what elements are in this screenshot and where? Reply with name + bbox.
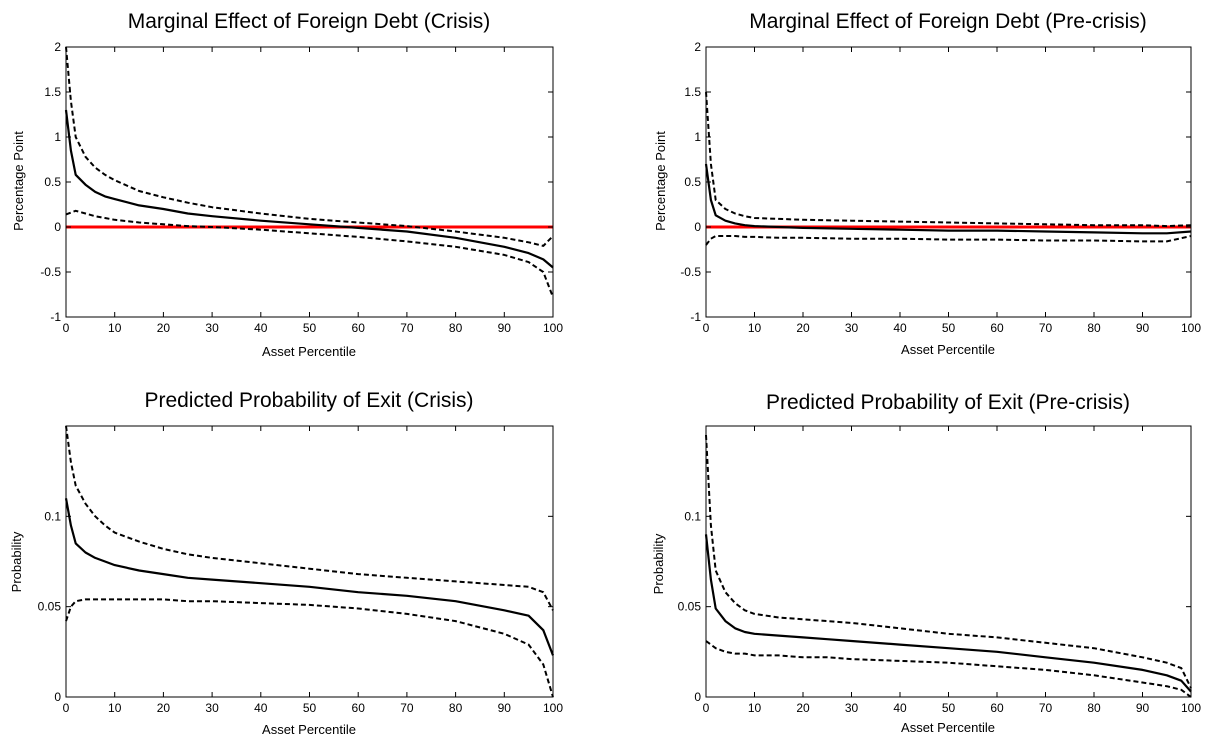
x-tick-label: 10 (108, 701, 122, 715)
x-tick-label: 40 (893, 701, 907, 715)
estimate-line (64, 498, 555, 656)
x-tick-label: 40 (893, 321, 907, 335)
plot-frame (65, 425, 554, 698)
y-axis-label: Probability (9, 531, 24, 592)
x-tick-label: 20 (157, 701, 171, 715)
lower-bound-line (705, 640, 1192, 698)
x-axis-label: Asset Percentile (901, 342, 995, 357)
lower-bound-line (705, 235, 1192, 246)
upper-bound-line (705, 91, 1192, 228)
lower-bound-line (65, 209, 554, 298)
y-tick-label: 0.1 (684, 509, 701, 523)
y-tick-label: 0.5 (44, 175, 61, 189)
y-tick-label: 0 (694, 690, 701, 704)
x-tick-label: 0 (63, 321, 70, 335)
estimate-line (704, 163, 1192, 235)
chart-title: Marginal Effect of Foreign Debt (Pre-cri… (749, 10, 1147, 33)
x-tick-label: 30 (205, 701, 219, 715)
chart-exit-probability-pre-crisis: Predicted Probability of Exit (Pre-crisi… (651, 391, 1201, 735)
plot-frame (705, 46, 1192, 318)
x-tick-label: 0 (63, 701, 70, 715)
y-axis-label: Percentage Point (653, 131, 668, 231)
x-tick-label: 60 (352, 701, 366, 715)
x-tick-label: 0 (703, 701, 710, 715)
x-tick-label: 100 (1181, 701, 1201, 715)
x-tick-label: 10 (748, 701, 762, 715)
x-tick-label: 90 (498, 321, 512, 335)
x-tick-label: 90 (498, 701, 512, 715)
x-tick-label: 0 (703, 321, 710, 335)
y-tick-label: 1.5 (684, 85, 701, 99)
y-tick-label: 0.5 (684, 175, 701, 189)
upper-bound-line (705, 434, 1192, 689)
x-axis-label: Asset Percentile (901, 720, 995, 735)
y-tick-label: -0.5 (40, 265, 61, 279)
x-tick-label: 90 (1136, 701, 1150, 715)
y-tick-label: -0.5 (680, 265, 701, 279)
x-tick-label: 90 (1136, 321, 1150, 335)
chart-marginal-effect-crisis: Marginal Effect of Foreign Debt (Crisis)… (11, 10, 563, 359)
x-tick-label: 50 (303, 321, 317, 335)
x-tick-label: 80 (449, 701, 463, 715)
chart-title: Marginal Effect of Foreign Debt (Crisis) (128, 10, 491, 33)
y-axis-label: Probability (651, 533, 666, 594)
y-tick-label: 0.05 (38, 600, 62, 614)
x-tick-label: 100 (543, 701, 563, 715)
x-tick-label: 20 (796, 701, 810, 715)
x-axis-label: Asset Percentile (262, 722, 356, 737)
x-tick-label: 20 (796, 321, 810, 335)
y-tick-label: 0 (54, 690, 61, 704)
x-tick-label: 100 (1181, 321, 1201, 335)
y-tick-label: 2 (694, 40, 701, 54)
estimate-line (704, 534, 1192, 693)
x-tick-label: 10 (748, 321, 762, 335)
x-tick-label: 70 (400, 321, 414, 335)
x-tick-label: 70 (400, 701, 414, 715)
upper-bound-line (65, 46, 554, 247)
x-tick-label: 30 (845, 321, 859, 335)
x-tick-label: 80 (1087, 321, 1101, 335)
lower-bound-line (65, 598, 554, 698)
x-tick-label: 80 (449, 321, 463, 335)
y-tick-label: 1 (694, 130, 701, 144)
x-tick-label: 80 (1087, 701, 1101, 715)
x-tick-label: 40 (254, 701, 268, 715)
x-tick-label: 40 (254, 321, 268, 335)
y-tick-label: 0 (54, 220, 61, 234)
x-tick-label: 50 (942, 701, 956, 715)
y-tick-label: -1 (50, 310, 61, 324)
chart-exit-probability-crisis: Predicted Probability of Exit (Crisis) A… (9, 389, 563, 737)
x-axis-label: Asset Percentile (262, 344, 356, 359)
x-tick-label: 20 (157, 321, 171, 335)
upper-bound-line (65, 425, 554, 611)
x-tick-label: 100 (543, 321, 563, 335)
x-tick-label: 70 (1039, 321, 1053, 335)
y-tick-label: -1 (690, 310, 701, 324)
plot-frame (65, 46, 554, 318)
y-tick-label: 0 (694, 220, 701, 234)
y-tick-label: 2 (54, 40, 61, 54)
x-tick-label: 70 (1039, 701, 1053, 715)
y-tick-label: 0.1 (44, 509, 61, 523)
x-tick-label: 30 (205, 321, 219, 335)
x-tick-label: 50 (942, 321, 956, 335)
x-tick-label: 60 (990, 321, 1004, 335)
x-tick-label: 50 (303, 701, 317, 715)
y-tick-label: 0.05 (678, 600, 702, 614)
estimate-line (64, 109, 554, 269)
chart-marginal-effect-pre-crisis: Marginal Effect of Foreign Debt (Pre-cri… (653, 10, 1201, 357)
x-tick-label: 10 (108, 321, 122, 335)
y-tick-label: 1 (54, 130, 61, 144)
x-tick-label: 60 (990, 701, 1004, 715)
x-tick-label: 30 (845, 701, 859, 715)
x-tick-label: 60 (352, 321, 366, 335)
y-axis-label: Percentage Point (11, 131, 26, 231)
chart-title: Predicted Probability of Exit (Crisis) (144, 389, 473, 412)
chart-title: Predicted Probability of Exit (Pre-crisi… (766, 391, 1130, 414)
y-tick-label: 1.5 (44, 85, 61, 99)
